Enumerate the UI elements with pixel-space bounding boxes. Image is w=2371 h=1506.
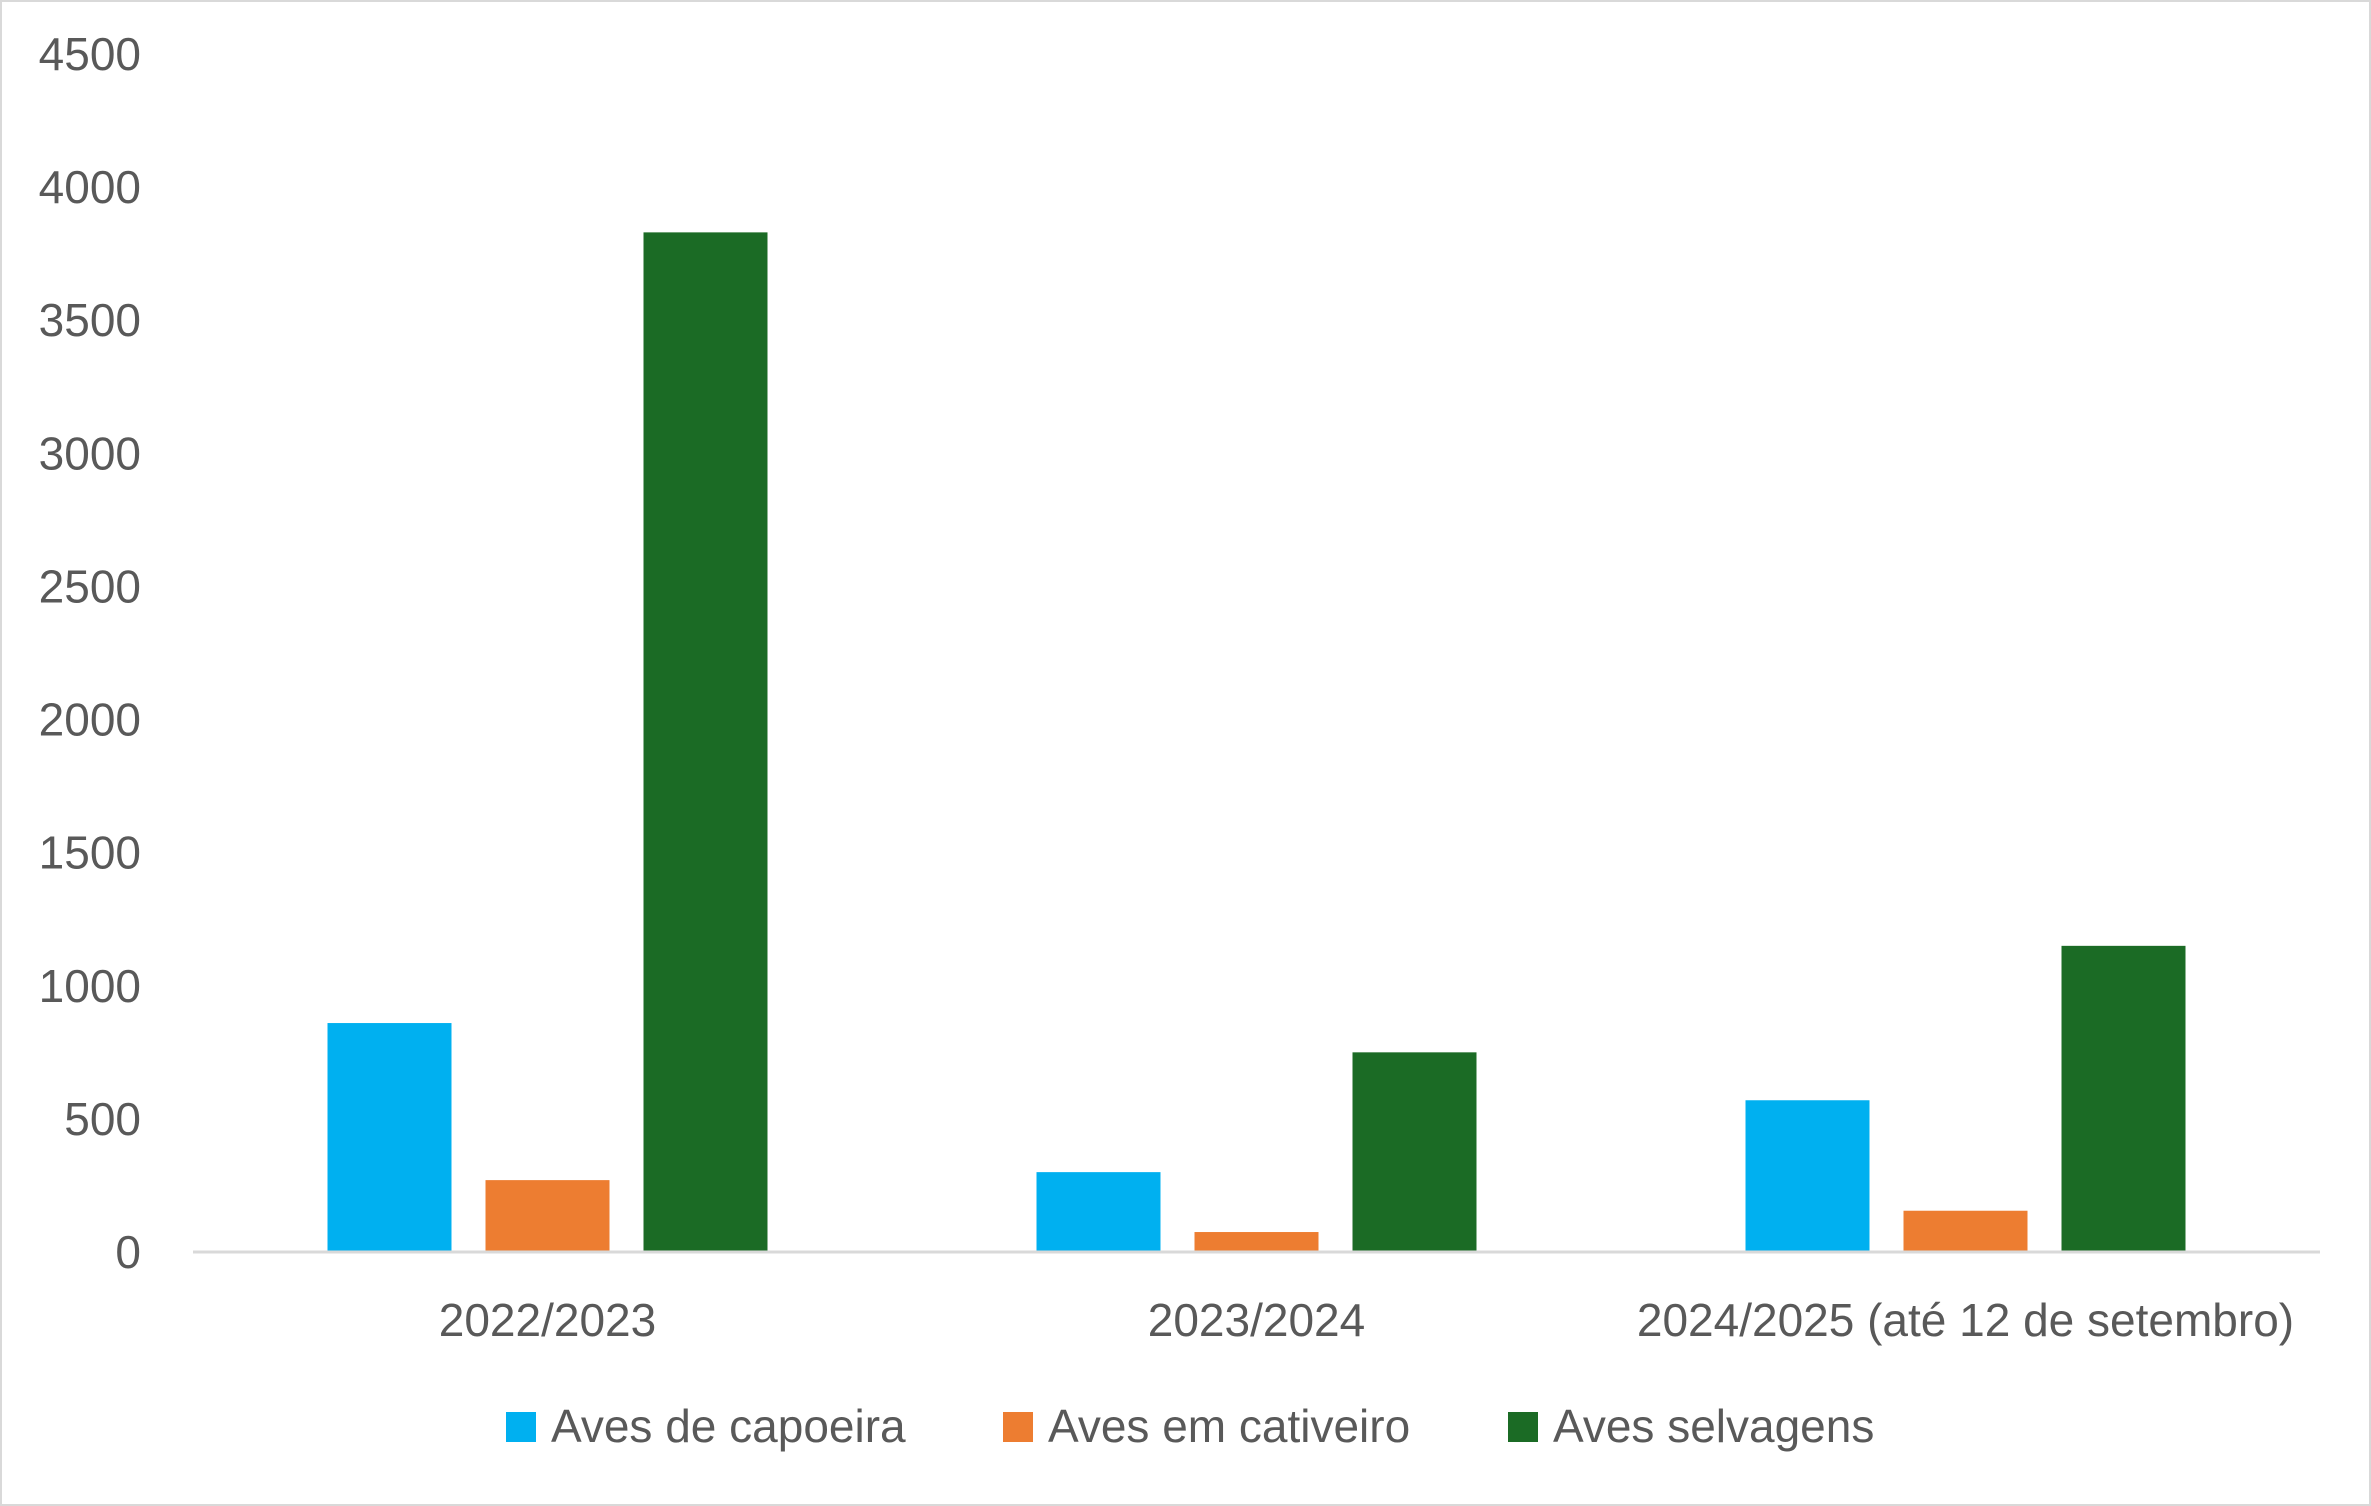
- bar-aves-de-capoeira-1: [1036, 1172, 1161, 1252]
- x-axis-categories: 2022/2023 2023/2024 2024/2025 (até 12 de s…: [439, 1294, 2294, 1346]
- x-category-label: 2022/2023: [439, 1294, 656, 1346]
- bar-aves-selvagens-2: [2061, 945, 2186, 1252]
- y-tick-label: 1000: [39, 960, 141, 1012]
- legend: Aves de capoeira Aves em cativeiro Aves se…: [506, 1400, 1874, 1452]
- bar-aves-em-cativeiro-0: [485, 1180, 610, 1252]
- y-tick-label: 3000: [39, 427, 141, 479]
- y-tick-label: 0: [115, 1226, 141, 1278]
- y-tick-label: 3500: [39, 294, 141, 346]
- legend-label: Aves em cativeiro: [1048, 1400, 1410, 1452]
- y-tick-label: 4500: [39, 28, 141, 80]
- x-category-label: 2023/2024: [1148, 1294, 1365, 1346]
- y-tick-label: 2500: [39, 560, 141, 612]
- y-axis-ticks: 0 500 1000 1500 2000 2500 3000 3500 4000 4500: [39, 28, 141, 1278]
- bar-aves-selvagens-1: [1352, 1052, 1477, 1252]
- legend-swatch: [506, 1412, 536, 1442]
- y-tick-label: 4000: [39, 161, 141, 213]
- legend-swatch: [1003, 1412, 1033, 1442]
- y-tick-label: 1500: [39, 827, 141, 879]
- bar-aves-selvagens-0: [643, 232, 768, 1252]
- bars: [327, 232, 2186, 1252]
- legend-label: Aves selvagens: [1553, 1400, 1874, 1452]
- x-category-label: 2024/2025 (até 12 de setembro): [1637, 1294, 2294, 1346]
- bar-aves-em-cativeiro-1: [1194, 1232, 1319, 1252]
- legend-label: Aves de capoeira: [551, 1400, 906, 1452]
- y-tick-label: 2000: [39, 694, 141, 746]
- bar-aves-de-capoeira-0: [327, 1023, 452, 1252]
- bar-aves-de-capoeira-2: [1745, 1100, 1870, 1252]
- legend-swatch: [1508, 1412, 1538, 1442]
- bar-aves-em-cativeiro-2: [1903, 1210, 2028, 1252]
- y-tick-label: 500: [64, 1093, 141, 1145]
